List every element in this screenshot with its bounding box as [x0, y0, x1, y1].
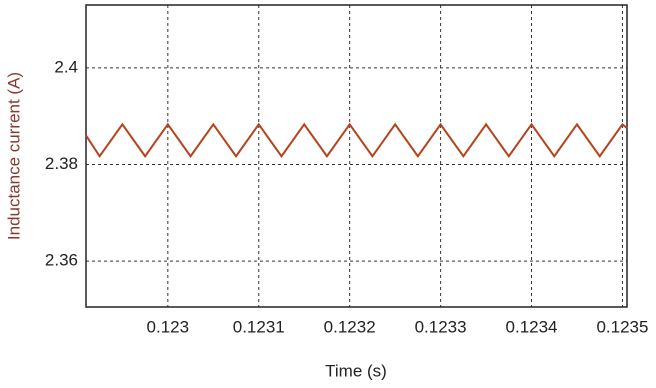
- x-tick-label: 0.123: [147, 317, 190, 336]
- plot-frame: [85, 4, 628, 308]
- y-tick-label: 2.38: [45, 154, 78, 173]
- y-axis-label: Inductance current (A): [4, 72, 23, 240]
- data-line: [85, 122, 628, 159]
- y-tick-label: 2.4: [54, 57, 78, 76]
- x-tick-label: 0.1234: [506, 317, 558, 336]
- x-tick-label: 0.1233: [415, 317, 467, 336]
- x-tick-label: 0.1231: [233, 317, 285, 336]
- y-tick-label: 2.36: [45, 251, 78, 270]
- x-tick-label: 0.1232: [324, 317, 376, 336]
- x-tick-label: 0.1235: [596, 317, 648, 336]
- x-axis-label: Time (s): [325, 361, 387, 380]
